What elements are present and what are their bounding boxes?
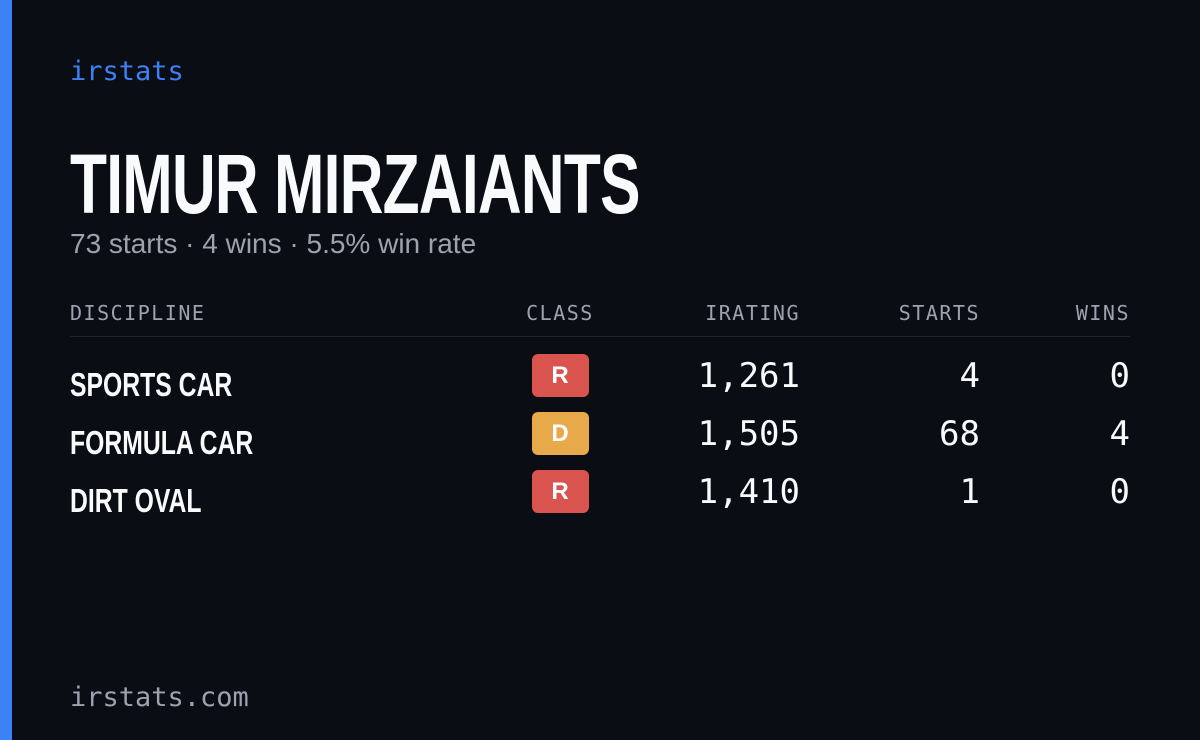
class-badge: R <box>531 470 589 513</box>
class-badge: D <box>531 412 589 455</box>
discipline: FORMULA CAR <box>70 424 254 461</box>
column-header: DISCIPLINE <box>70 301 206 325</box>
wins: 4 <box>1109 414 1130 454</box>
irating: 1,261 <box>697 356 800 396</box>
driver-name: TIMUR MIRZAIANTS <box>70 137 640 231</box>
starts: 4 <box>959 356 980 396</box>
column-header: STARTS <box>898 301 980 325</box>
starts: 68 <box>939 414 980 454</box>
summary: 73 starts · 4 wins · 5.5% win rate <box>70 228 477 259</box>
footer: irstats.com <box>70 682 249 713</box>
wins: 0 <box>1109 472 1130 512</box>
irating: 1,410 <box>697 472 800 512</box>
column-header: CLASS <box>526 301 594 325</box>
divider <box>70 336 1130 337</box>
discipline: DIRT OVAL <box>70 482 202 519</box>
wins: 0 <box>1109 356 1130 396</box>
column-header: WINS <box>1075 301 1130 325</box>
starts: 1 <box>959 472 980 512</box>
column-header: IRATING <box>705 301 800 325</box>
irating: 1,505 <box>697 414 800 454</box>
brand: irstats <box>70 56 184 87</box>
class-badge: R <box>531 354 589 397</box>
accent-stripe <box>0 0 12 740</box>
discipline: SPORTS CAR <box>70 366 233 403</box>
